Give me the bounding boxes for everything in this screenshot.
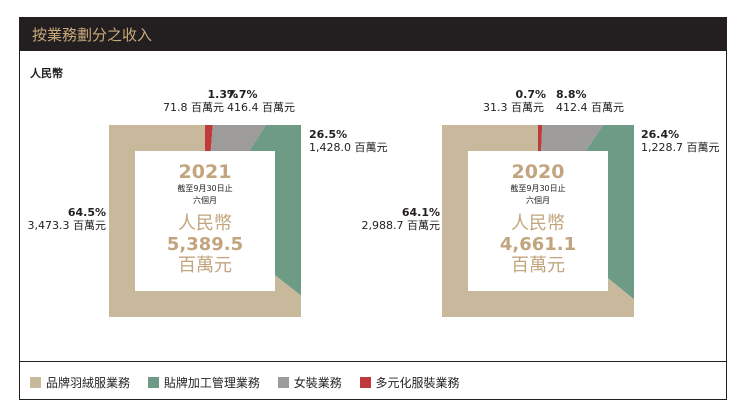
slice-label-womens-2021: 7.7% 416.4 百萬元 — [227, 88, 295, 114]
legend-swatch — [277, 377, 289, 388]
slice-label-diversified-2020: 0.7% — [486, 88, 546, 101]
center-total: 5,389.5 — [166, 234, 244, 255]
center-period-line1: 截至9月30日止 — [177, 184, 233, 193]
slice-value: 71.8 百萬元 — [163, 101, 224, 114]
slice-pct: 1.3% — [207, 88, 238, 101]
slice-pct: 8.8% — [556, 88, 587, 101]
slice-pct: 64.5% — [67, 206, 106, 219]
center-unit: 百萬元 — [178, 255, 232, 276]
slice-value: 31.3 百萬元 — [483, 101, 544, 114]
legend-divider — [20, 361, 726, 362]
center-year: 2020 — [511, 161, 565, 183]
currency-label: 人民幣 — [30, 67, 63, 80]
legend-swatch — [359, 377, 371, 388]
slice-label-oem-2020: 26.4% 1,228.7 百萬元 — [641, 128, 719, 154]
center-year: 2021 — [178, 161, 232, 183]
revenue-by-business-panel: 按業務劃分之收入 人民幣 2021 截至9月30日止 六個月 人民幣 5,389… — [19, 17, 727, 400]
center-period-line2: 六個月 — [526, 196, 550, 205]
slice-value: 2,988.7 百萬元 — [361, 219, 440, 232]
slice-label-oem-2021: 26.5% 1,428.0 百萬元 — [309, 128, 387, 154]
center-currency: 人民幣 — [178, 213, 232, 234]
legend-swatch — [147, 377, 159, 388]
title-bar: 按業務劃分之收入 — [20, 18, 726, 51]
legend-label: 品牌羽絨服業務 — [46, 376, 131, 390]
slice-pct: 7.7% — [227, 88, 258, 101]
slice-value-diversified-2021: 71.8 百萬元 — [138, 101, 224, 114]
slice-pct: 26.5% — [309, 128, 348, 141]
slice-label-womens-2020: 8.8% 412.4 百萬元 — [556, 88, 624, 114]
legend-label: 多元化服裝業務 — [375, 376, 460, 390]
center-unit: 百萬元 — [511, 255, 565, 276]
slice-label-brand-2021: 64.5% 3,473.3 百萬元 — [22, 206, 106, 232]
center-total: 4,661.1 — [499, 234, 577, 255]
slice-label-brand-2020: 64.1% 2,988.7 百萬元 — [356, 206, 440, 232]
legend-item-brand: 品牌羽絨服業務 — [30, 374, 130, 391]
legend-item-diversified: 多元化服裝業務 — [359, 374, 460, 391]
legend-swatch — [30, 377, 41, 388]
legend-item-womens: 女裝業務 — [277, 374, 342, 391]
center-currency: 人民幣 — [511, 213, 565, 234]
slice-value: 412.4 百萬元 — [556, 101, 624, 114]
slice-label-diversified-2021: 1.3% — [178, 88, 238, 101]
legend: 品牌羽絨服業務 貼牌加工管理業務 女裝業務 多元化服裝業務 — [30, 374, 474, 391]
slice-value: 1,228.7 百萬元 — [641, 141, 720, 154]
slice-pct: 26.4% — [641, 128, 680, 141]
legend-item-oem: 貼牌加工管理業務 — [147, 374, 260, 391]
panel-title: 按業務劃分之收入 — [32, 26, 153, 44]
legend-label: 女裝業務 — [293, 376, 342, 390]
legend-label: 貼牌加工管理業務 — [163, 376, 260, 390]
slice-pct: 64.1% — [401, 206, 440, 219]
slice-value: 3,473.3 百萬元 — [27, 219, 106, 232]
slice-value: 416.4 百萬元 — [227, 101, 295, 114]
slice-value-diversified-2020: 31.3 百萬元 — [458, 101, 544, 114]
slice-pct: 0.7% — [515, 88, 546, 101]
center-period-line2: 六個月 — [193, 196, 217, 205]
chart-center-2020: 2020 截至9月30日止 六個月 人民幣 4,661.1 百萬元 — [468, 151, 608, 291]
chart-center-2021: 2021 截至9月30日止 六個月 人民幣 5,389.5 百萬元 — [135, 151, 275, 291]
slice-value: 1,428.0 百萬元 — [309, 141, 388, 154]
center-period-line1: 截至9月30日止 — [510, 184, 566, 193]
